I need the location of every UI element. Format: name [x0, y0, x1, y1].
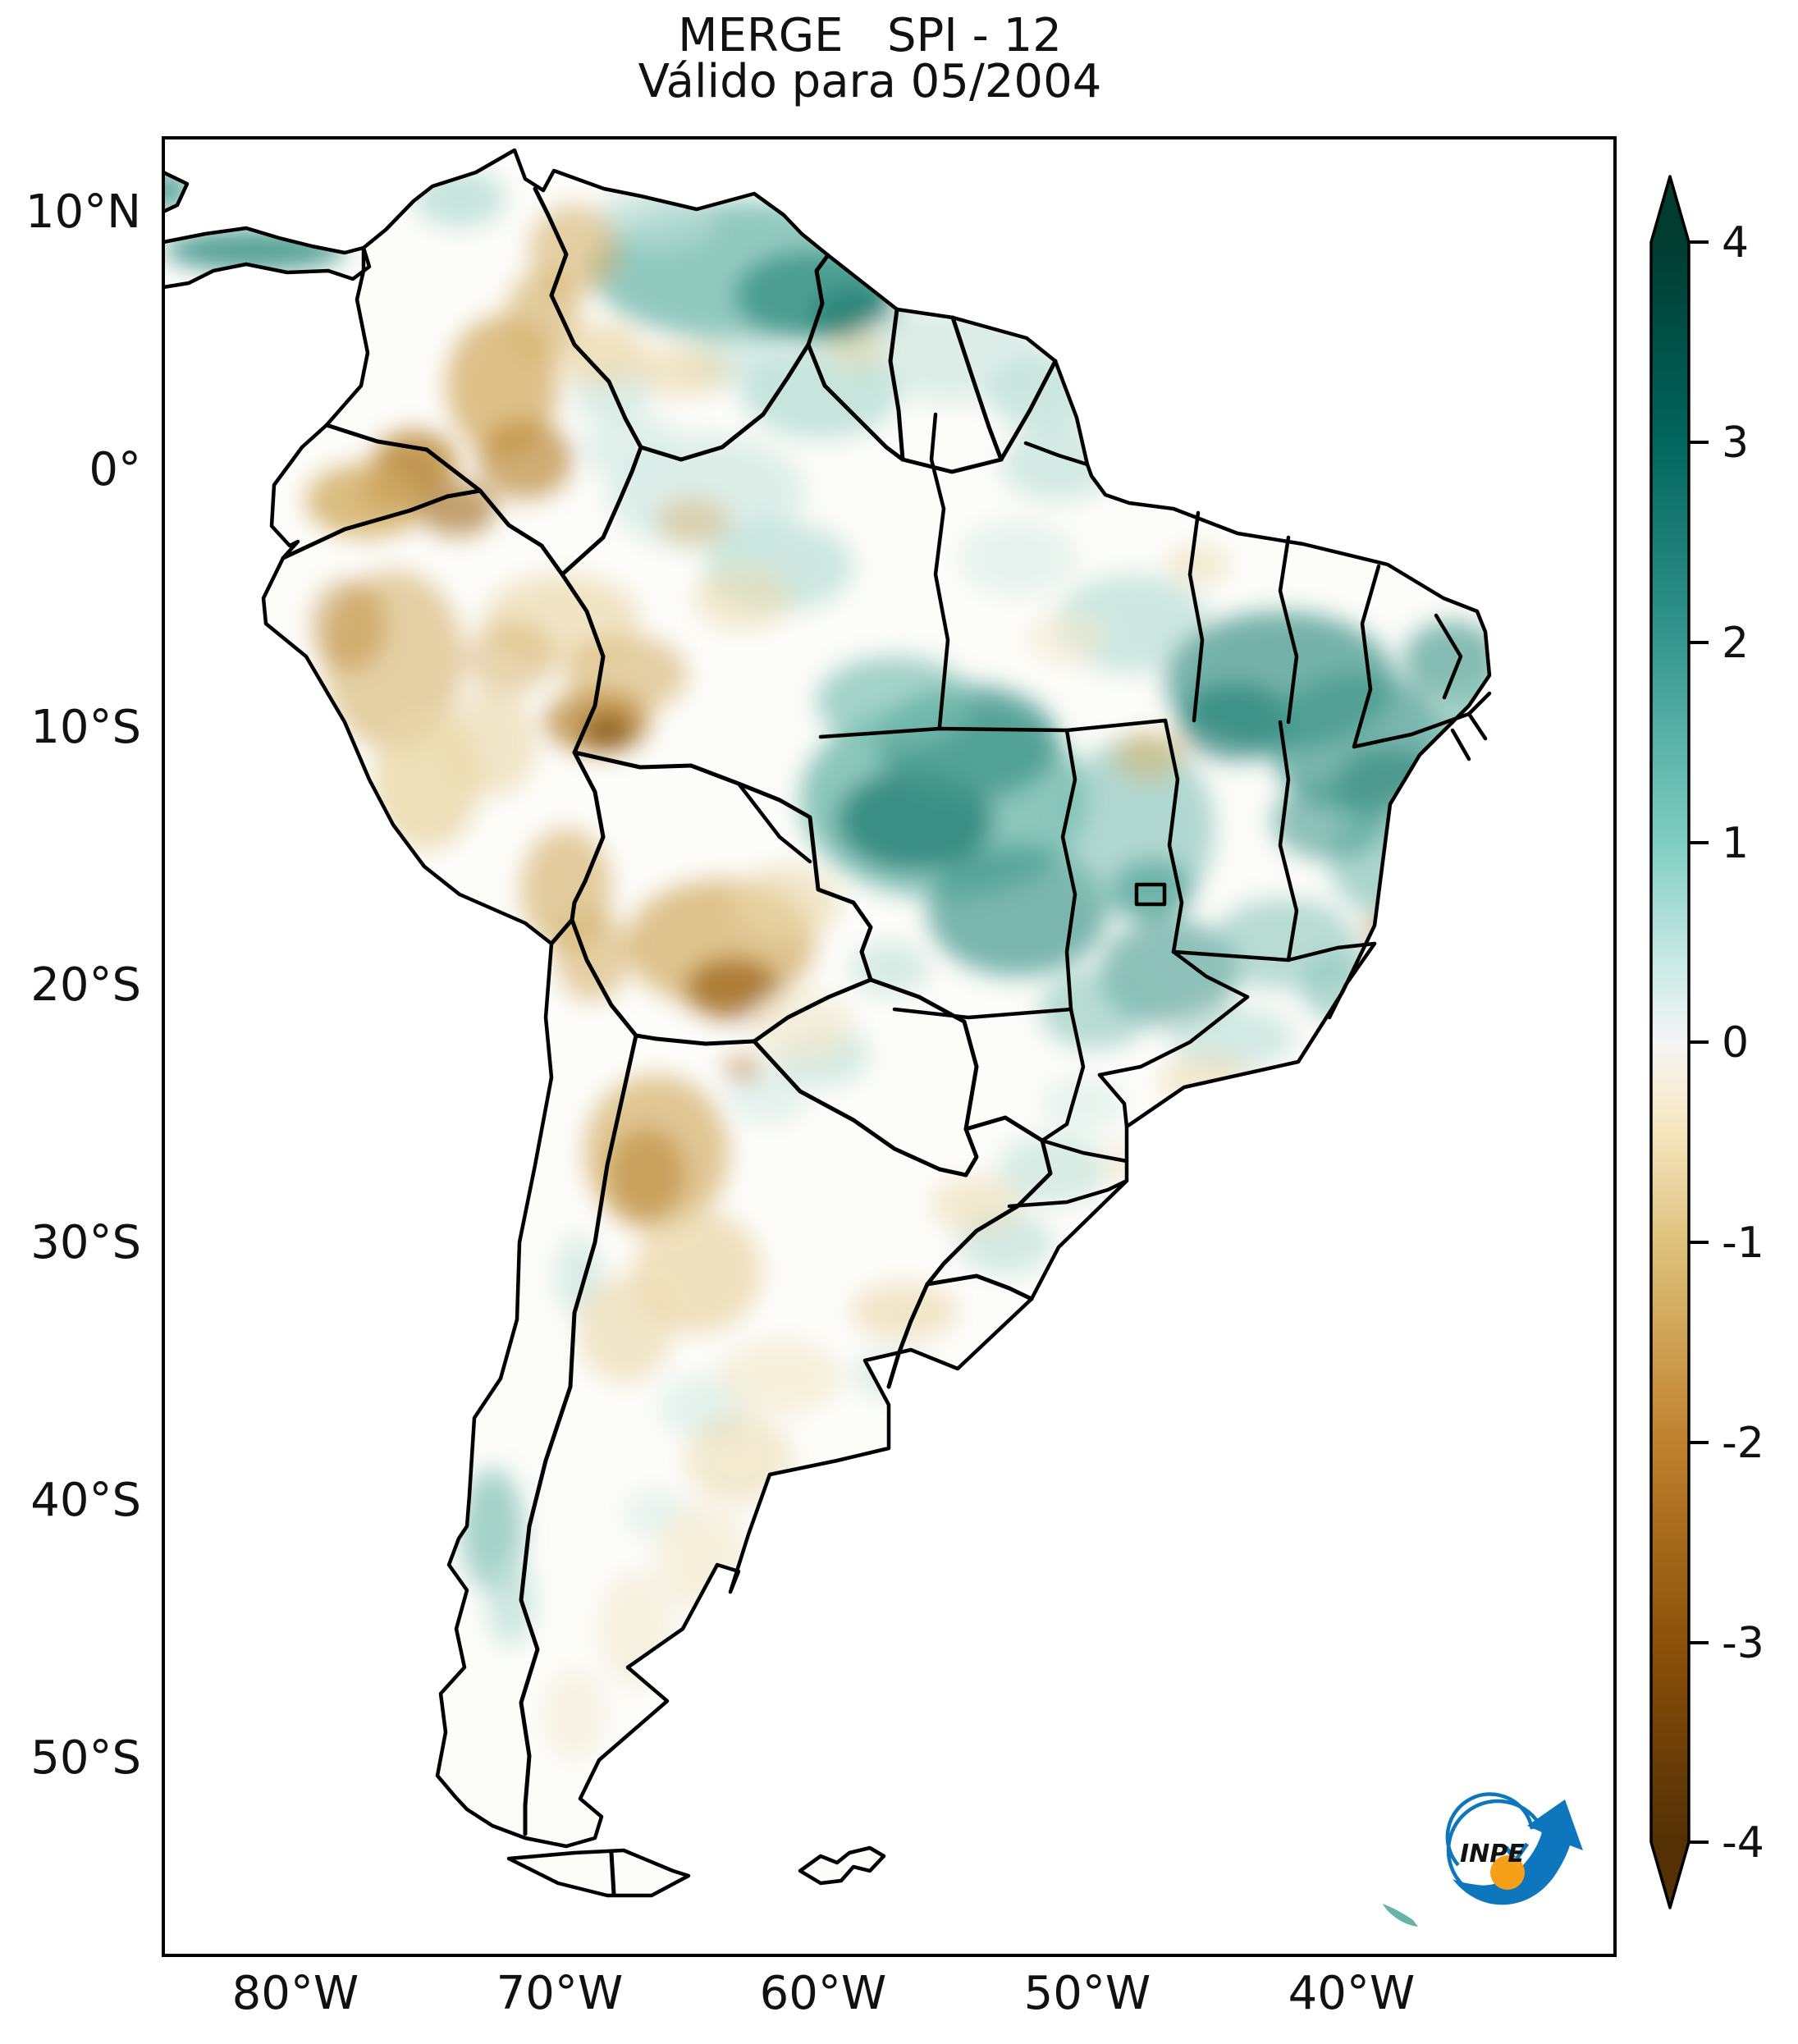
lon-tick-label: 80°W	[232, 1967, 359, 2020]
colorbar-tick-label: -2	[1722, 1419, 1764, 1468]
country-borders	[281, 186, 1058, 1896]
colorbar-tick-label: 0	[1722, 1018, 1749, 1068]
central-america-strip	[163, 226, 372, 290]
colorbar-labels: 4 3 2 1 0 -1 -2 -3 -4	[1722, 218, 1764, 1868]
tierra-del-fuego	[506, 1848, 691, 1898]
lat-tick-label: 20°S	[30, 958, 141, 1012]
map-area	[163, 148, 1492, 1927]
inpe-logo-swirl	[1445, 1792, 1535, 1867]
figure-subtitle: Válido para 05/2004	[638, 55, 1102, 108]
lat-tick-label: 10°N	[25, 185, 141, 239]
map-frame	[162, 136, 1617, 1957]
colorbar-tick-label: -4	[1722, 1818, 1764, 1868]
left-edge-sliver	[163, 170, 190, 214]
falkland-islands	[798, 1845, 886, 1886]
coastline-south-america	[163, 148, 1492, 1898]
inpe-logo-text: INPE	[1460, 1840, 1525, 1868]
lat-tick-label: 50°S	[30, 1731, 141, 1785]
lon-tick-label: 50°W	[1024, 1967, 1151, 2020]
colorbar-tick-label: -3	[1722, 1619, 1764, 1668]
lon-tick-label: 70°W	[496, 1967, 624, 2020]
figure-header: MERGE SPI - 12 Válido para 05/2004	[638, 9, 1102, 108]
lon-axis: 80°W 70°W 60°W 50°W 40°W	[232, 1967, 1416, 2020]
lon-tick-label: 60°W	[760, 1967, 887, 2020]
colorbar-ticks	[1689, 240, 1709, 1844]
inpe-logo: INPE	[1445, 1792, 1583, 1905]
colorbar-tick-label: 4	[1722, 218, 1749, 268]
colorbar: 4 3 2 1 0 -1 -2 -3 -4	[1649, 175, 1764, 1909]
south-georgia-streak	[1383, 1904, 1418, 1927]
state-borders	[736, 412, 1492, 1209]
colorbar-tick-label: 2	[1722, 619, 1749, 668]
lat-tick-label: 40°S	[30, 1474, 141, 1527]
lat-axis: 10°N 0° 10°S 20°S 30°S 40°S 50°S	[25, 185, 141, 1785]
colorbar-tick-label: -1	[1722, 1219, 1764, 1268]
lat-tick-label: 10°S	[30, 701, 141, 754]
inpe-logo-orange-ball	[1490, 1855, 1525, 1890]
lat-tick-label: 0°	[89, 443, 141, 496]
inpe-logo-swoosh-arrow	[1453, 1799, 1583, 1905]
colorbar-tick-label: 3	[1722, 418, 1749, 468]
lon-tick-label: 40°W	[1288, 1967, 1416, 2020]
colorbar-bar	[1649, 175, 1690, 1909]
figure-title: MERGE SPI - 12	[678, 9, 1062, 62]
colorbar-tick-label: 1	[1722, 819, 1749, 868]
lat-tick-label: 30°S	[30, 1216, 141, 1269]
